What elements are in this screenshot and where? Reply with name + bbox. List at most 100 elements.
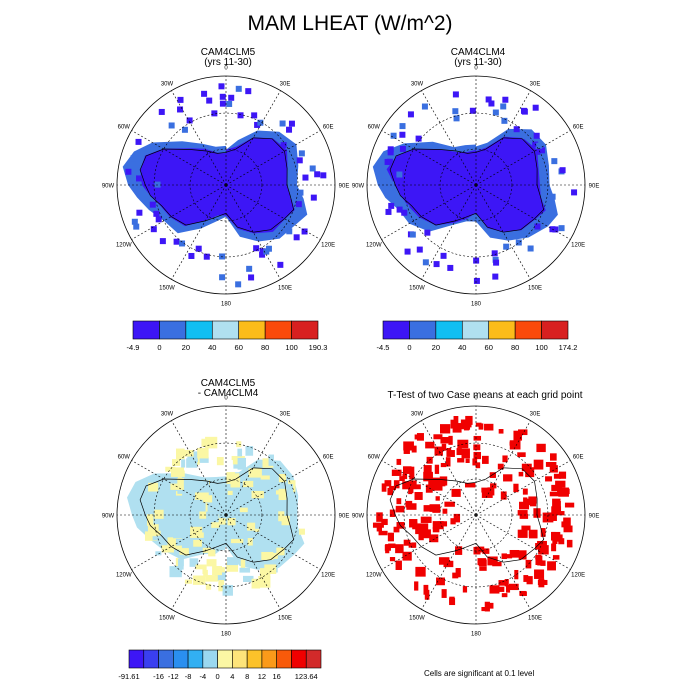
field-cell xyxy=(387,146,394,153)
longitude-label: 120W xyxy=(116,573,132,579)
significant-cell xyxy=(403,539,411,546)
significant-cell xyxy=(443,560,454,568)
field-cell xyxy=(179,240,186,247)
significant-cell xyxy=(434,464,440,474)
significant-cell xyxy=(557,487,562,494)
field-cell xyxy=(278,473,287,483)
significant-cell xyxy=(563,517,571,528)
significant-cell xyxy=(519,590,526,596)
field-cell xyxy=(219,253,226,260)
field-cell xyxy=(175,558,180,569)
significant-cell xyxy=(558,511,565,516)
colorbar-tick-label: 80 xyxy=(511,343,519,352)
significant-cell xyxy=(523,497,528,503)
field-cell xyxy=(452,91,459,98)
longitude-label: 60W xyxy=(368,125,381,131)
field-cell xyxy=(141,174,148,181)
colorbar-tick-label: 12 xyxy=(258,672,266,681)
field-cell xyxy=(409,231,416,238)
significant-cell xyxy=(498,580,508,586)
significant-cell xyxy=(518,429,528,436)
significant-cell xyxy=(555,480,566,488)
field-cell xyxy=(473,257,480,264)
colorbar-swatch xyxy=(246,649,263,669)
field-cell xyxy=(230,538,244,544)
colorbar-swatch xyxy=(232,649,248,669)
significant-cell xyxy=(415,566,426,577)
significant-cell xyxy=(487,556,498,566)
field-cell xyxy=(297,189,304,196)
longitude-label: 120W xyxy=(116,243,132,249)
colorbar-swatch xyxy=(261,649,277,669)
field-cell xyxy=(198,457,209,463)
colorbar-swatch xyxy=(211,320,240,340)
field-cell xyxy=(235,513,248,521)
field-cell xyxy=(399,145,406,152)
significant-cell xyxy=(436,577,445,586)
field-cell xyxy=(240,559,246,569)
colorbar-tick-label: 40 xyxy=(458,343,466,352)
field-cell xyxy=(135,138,142,145)
field-cell xyxy=(276,547,285,556)
significant-cell xyxy=(525,559,532,569)
field-cell xyxy=(150,226,157,233)
field-cell xyxy=(180,542,192,547)
significant-cell xyxy=(435,496,440,501)
significant-cell xyxy=(424,589,430,600)
significant-cell xyxy=(519,513,529,519)
field-cell xyxy=(173,238,180,245)
significant-cell xyxy=(399,476,405,481)
panel-title-line2: (yrs 11-30) xyxy=(454,57,502,68)
longitude-label: 90E xyxy=(339,184,350,190)
significant-cell xyxy=(514,569,519,580)
significant-cell xyxy=(509,440,521,450)
field-cell xyxy=(281,515,290,526)
field-cell xyxy=(215,494,223,500)
colorbar-swatch xyxy=(128,649,145,669)
panel-title-clm5: CAM4CLM5 (yrs 11-30) xyxy=(168,48,288,68)
significant-cell xyxy=(504,579,509,587)
meridian-line xyxy=(381,514,477,570)
field-cell xyxy=(227,518,236,526)
field-cell xyxy=(227,557,239,566)
field-region-low xyxy=(386,136,546,232)
significant-cell xyxy=(423,465,432,475)
field-cell xyxy=(277,261,284,268)
significant-cell xyxy=(376,512,383,522)
panel-title-line2: (yrs 11-30) xyxy=(204,57,252,68)
significant-cell xyxy=(553,473,562,479)
significant-cell xyxy=(445,457,451,467)
field-cell xyxy=(205,583,212,590)
significant-cell xyxy=(556,510,561,516)
field-cell xyxy=(278,488,287,501)
field-cell xyxy=(536,142,543,149)
field-cell xyxy=(158,108,165,115)
field-cell xyxy=(260,475,270,480)
field-cell xyxy=(522,133,529,140)
latitude-circle xyxy=(439,478,513,552)
field-cell xyxy=(293,234,300,241)
longitude-label: 150E xyxy=(528,616,542,622)
field-clm4 xyxy=(372,91,578,284)
field-cell xyxy=(218,580,225,592)
field-cell xyxy=(254,121,261,128)
significant-cell xyxy=(549,453,557,461)
significant-cell xyxy=(558,471,567,479)
latitude-circle xyxy=(403,112,549,258)
significant-cell xyxy=(403,445,412,450)
colorbar-swatch xyxy=(382,320,410,340)
field-cell xyxy=(202,521,212,533)
field-cell xyxy=(485,96,492,103)
longitude-label: 120E xyxy=(321,243,335,249)
significant-cell xyxy=(478,559,487,567)
field-cell xyxy=(147,514,154,526)
field-cell xyxy=(130,155,137,162)
field-cell xyxy=(571,189,578,196)
field-cell xyxy=(133,223,140,230)
colorbar-tick-label: 0 xyxy=(216,672,220,681)
field-cell xyxy=(399,131,406,138)
longitude-label: 150E xyxy=(278,286,292,292)
significant-cell xyxy=(519,501,530,510)
field-cell xyxy=(399,123,406,130)
colorbar-tick-label: 0 xyxy=(407,343,411,352)
